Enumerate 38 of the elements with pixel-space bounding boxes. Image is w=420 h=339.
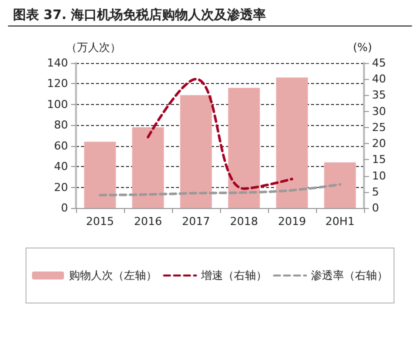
y2-tick-label: 40 bbox=[372, 72, 386, 86]
chart-title: 图表 37. 海口机场免税店购物人次及渗透率 bbox=[13, 7, 266, 23]
x-tick-label: 2019 bbox=[278, 215, 306, 228]
legend-label: 增速（右轴） bbox=[200, 269, 267, 282]
x-tick-label: 2018 bbox=[230, 215, 258, 228]
y2-tick-label: 15 bbox=[372, 153, 386, 166]
bar bbox=[324, 162, 356, 208]
y-tick-label: 140 bbox=[47, 56, 68, 70]
y-tick-label: 40 bbox=[54, 160, 68, 174]
x-tick-label: 20H1 bbox=[325, 215, 355, 228]
y2-tick-label: 0 bbox=[372, 202, 379, 214]
bar bbox=[228, 88, 260, 208]
y2-tick-label: 5 bbox=[372, 185, 379, 198]
x-tick-label: 2017 bbox=[182, 215, 210, 228]
y-tick-label: 60 bbox=[54, 139, 68, 152]
x-tick-label: 2015 bbox=[86, 215, 114, 228]
y2-tick-label: 45 bbox=[372, 56, 386, 70]
y2-tick-label: 25 bbox=[372, 120, 386, 134]
y2-axis-title: (%) bbox=[352, 41, 372, 54]
y2-tick-label: 30 bbox=[372, 104, 386, 118]
y-tick-label: 20 bbox=[54, 180, 68, 194]
legend-label: 渗透率（右轴） bbox=[311, 269, 388, 282]
x-tick-label: 2016 bbox=[134, 215, 162, 228]
y-tick-label: 0 bbox=[61, 202, 68, 214]
legend-label: 购物人次（左轴） bbox=[69, 269, 157, 282]
bar bbox=[276, 78, 308, 208]
bar bbox=[84, 142, 116, 208]
y-tick-label: 100 bbox=[47, 98, 68, 111]
line-series bbox=[146, 78, 294, 190]
y-tick-label: 120 bbox=[47, 77, 68, 90]
y2-tick-label: 35 bbox=[372, 88, 386, 102]
y2-tick-label: 10 bbox=[372, 169, 386, 182]
bar bbox=[132, 127, 164, 208]
bar bbox=[180, 95, 212, 208]
y-tick-label: 80 bbox=[54, 118, 68, 132]
line-series bbox=[98, 183, 342, 196]
y2-tick-label: 20 bbox=[372, 137, 386, 150]
y-axis-title: （万人次） bbox=[66, 41, 121, 54]
